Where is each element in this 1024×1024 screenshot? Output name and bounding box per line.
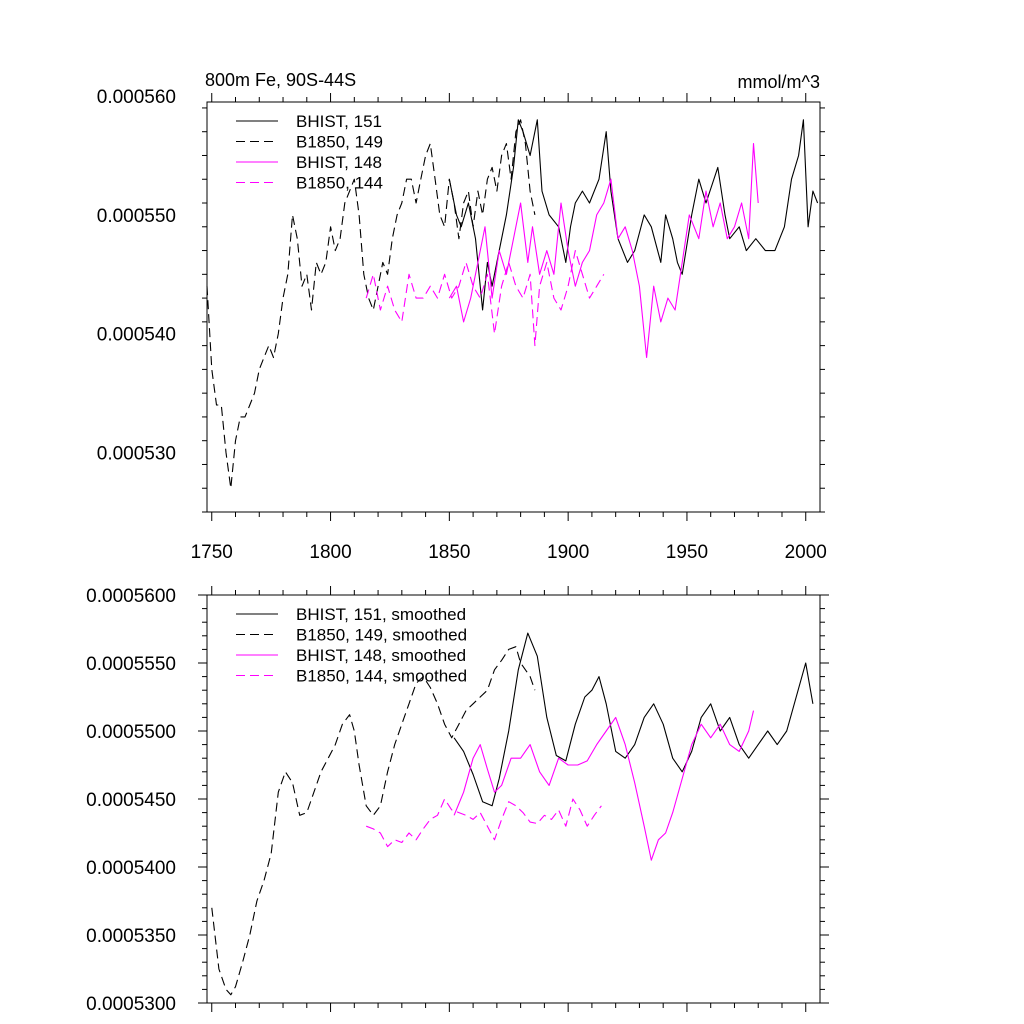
x-tick-label: 1850 xyxy=(428,542,470,563)
series-line-bhist-148-smoothed xyxy=(453,710,755,861)
bottom-chart: 0.0005300 0.0005350 0.0005400 0.0005450 0.00… xyxy=(86,586,829,1015)
y-tick-label: 0.0005600 xyxy=(86,586,176,607)
y-tick-label: 0.000550 xyxy=(97,206,176,227)
series-line-b1850-144 xyxy=(365,250,605,347)
x-tick-label: 2000 xyxy=(785,542,827,563)
legend-label-b1850-144-smoothed: B1850, 144, smoothed xyxy=(296,667,467,686)
y-tick-label: 0.0005450 xyxy=(86,790,176,811)
legend-label-bhist-151: BHIST, 151 xyxy=(296,112,382,131)
legend-label-b1850-144: B1850, 144 xyxy=(296,174,383,193)
x-tick-label: 1900 xyxy=(547,542,589,563)
legend-label-b1850-149: B1850, 149 xyxy=(296,133,383,152)
y-tick-label: 0.000560 xyxy=(97,87,176,108)
legend-label-b1850-149-smoothed: B1850, 149, smoothed xyxy=(296,626,467,645)
series-line-b1850-144-smoothed xyxy=(366,798,602,848)
series-line-bhist-148 xyxy=(448,143,759,359)
y-tick-label: 0.0005500 xyxy=(86,722,176,743)
series-line-bhist-151 xyxy=(448,119,819,311)
x-tick-label: 1800 xyxy=(309,542,351,563)
plot-frame xyxy=(206,101,821,513)
y-tick-label: 0.0005300 xyxy=(86,994,176,1015)
x-tick-label: 1750 xyxy=(191,542,233,563)
legend-label-bhist-151-smoothed: BHIST, 151, smoothed xyxy=(296,605,466,624)
legend-label-bhist-148-smoothed: BHIST, 148, smoothed xyxy=(296,646,466,665)
y-tick-label: 0.0005550 xyxy=(86,654,176,675)
series-line-bhist-151-smoothed xyxy=(453,632,814,807)
top-chart-title: 800m Fe, 90S-44S xyxy=(205,70,356,90)
series-line-b1850-149 xyxy=(206,119,536,489)
legend-label-bhist-148: BHIST, 148 xyxy=(296,153,382,172)
top-chart: 1750 1800 1850 1900 1950 2000 0.000530 0.000540… xyxy=(97,87,827,563)
top-chart-units: mmol/m^3 xyxy=(738,72,820,92)
y-tick-label: 0.000530 xyxy=(97,444,176,465)
x-tick-label: 1950 xyxy=(666,542,708,563)
y-tick-label: 0.0005400 xyxy=(86,858,176,879)
y-tick-label: 0.000540 xyxy=(97,325,176,346)
y-tick-label: 0.0005350 xyxy=(86,926,176,947)
